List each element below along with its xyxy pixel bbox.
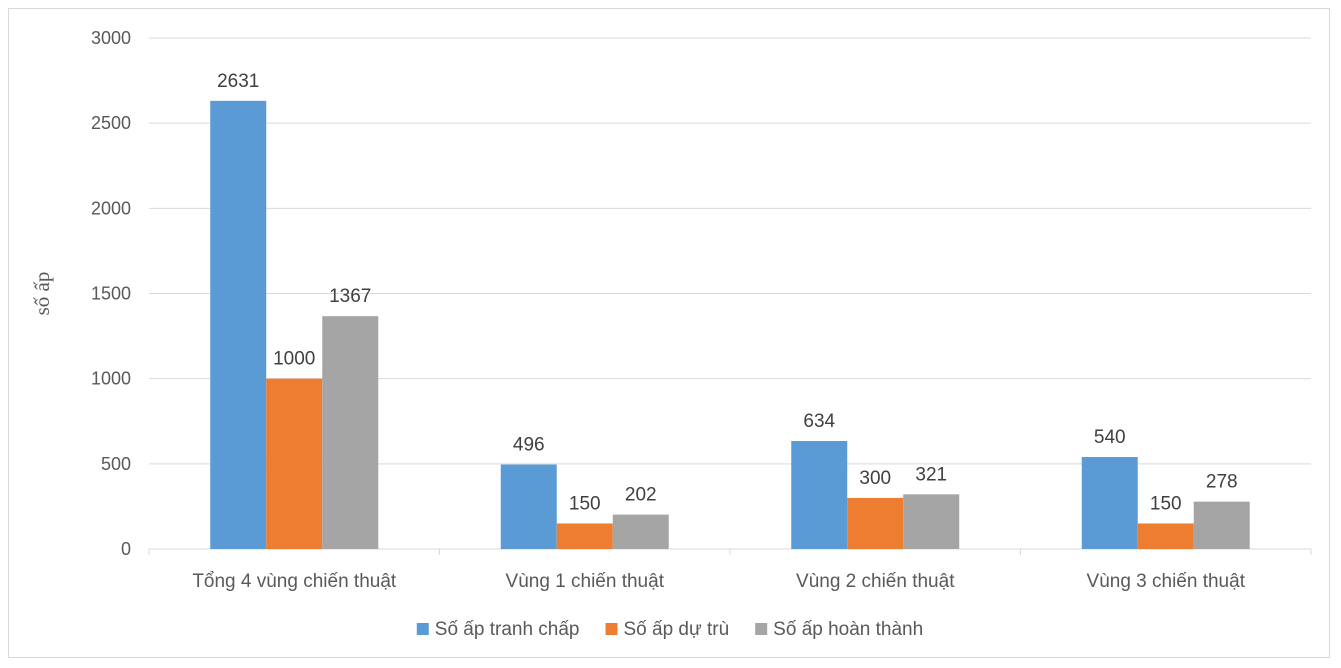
bar [1137, 523, 1194, 549]
bar [266, 378, 323, 549]
data-label: 2631 [217, 71, 259, 92]
y-tick-label: 3000 [91, 28, 131, 48]
bar-chart: 0 500 1000 1500 2000 2500 3000 2631 1000 1367 496… [30, 28, 1312, 640]
bar [210, 100, 267, 549]
data-label: 540 [1094, 427, 1126, 448]
data-label: 150 [569, 493, 601, 514]
chart-frame: 0 500 1000 1500 2000 2500 3000 2631 1000 1367 496… [8, 8, 1330, 658]
bar [612, 514, 669, 549]
y-axis-title: số ấp [30, 272, 54, 316]
legend-swatch [755, 623, 768, 635]
x-axis-categories: Tổng 4 vùng chiến thuật Vùng 1 chiến thuậ… [192, 571, 1245, 592]
bar [500, 464, 557, 549]
y-tick-label: 1000 [91, 369, 131, 389]
x-axis-tick-marks [148, 549, 1312, 555]
bar [903, 494, 960, 549]
legend-swatch [605, 623, 618, 635]
y-tick-label: 2000 [91, 198, 131, 218]
x-category-label: Vùng 2 chiến thuật [796, 571, 955, 592]
legend-item: Số ấp hoàn thành [755, 619, 923, 640]
legend-swatch [416, 623, 429, 635]
x-category-label: Vùng 1 chiến thuật [506, 571, 665, 592]
x-category-label: Tổng 4 vùng chiến thuật [192, 571, 397, 592]
bars [210, 100, 1250, 549]
bar [1081, 457, 1138, 549]
y-tick-label: 2500 [91, 113, 131, 133]
data-label: 634 [803, 411, 835, 432]
data-label: 278 [1206, 472, 1238, 493]
bar [556, 523, 613, 549]
data-labels: 2631 1000 1367 496 150 202 634 300 321 540 150 278 [217, 71, 1237, 515]
bar [791, 441, 848, 549]
y-tick-label: 1500 [91, 284, 131, 304]
y-tick-label: 0 [121, 539, 131, 559]
bar [847, 497, 904, 549]
bar [322, 316, 379, 549]
legend-label: Số ấp dự trù [624, 619, 730, 640]
legend: Số ấp tranh chấp Số ấp dự trù Số ấp hoàn t… [416, 619, 923, 640]
legend-label: Số ấp hoàn thành [773, 619, 923, 640]
legend-label: Số ấp tranh chấp [435, 619, 580, 640]
data-label: 1000 [273, 349, 315, 370]
data-label: 321 [915, 464, 947, 485]
legend-item: Số ấp dự trù [605, 619, 730, 640]
bar [1193, 501, 1250, 549]
data-label: 202 [625, 485, 657, 506]
y-axis-ticks: 0 500 1000 1500 2000 2500 3000 [91, 28, 131, 559]
data-label: 300 [859, 468, 891, 489]
y-tick-label: 500 [101, 454, 131, 474]
data-label: 1367 [329, 286, 371, 307]
legend-item: Số ấp tranh chấp [416, 619, 580, 640]
data-label: 150 [1150, 493, 1182, 514]
data-label: 496 [513, 435, 545, 456]
x-category-label: Vùng 3 chiến thuật [1087, 571, 1246, 592]
